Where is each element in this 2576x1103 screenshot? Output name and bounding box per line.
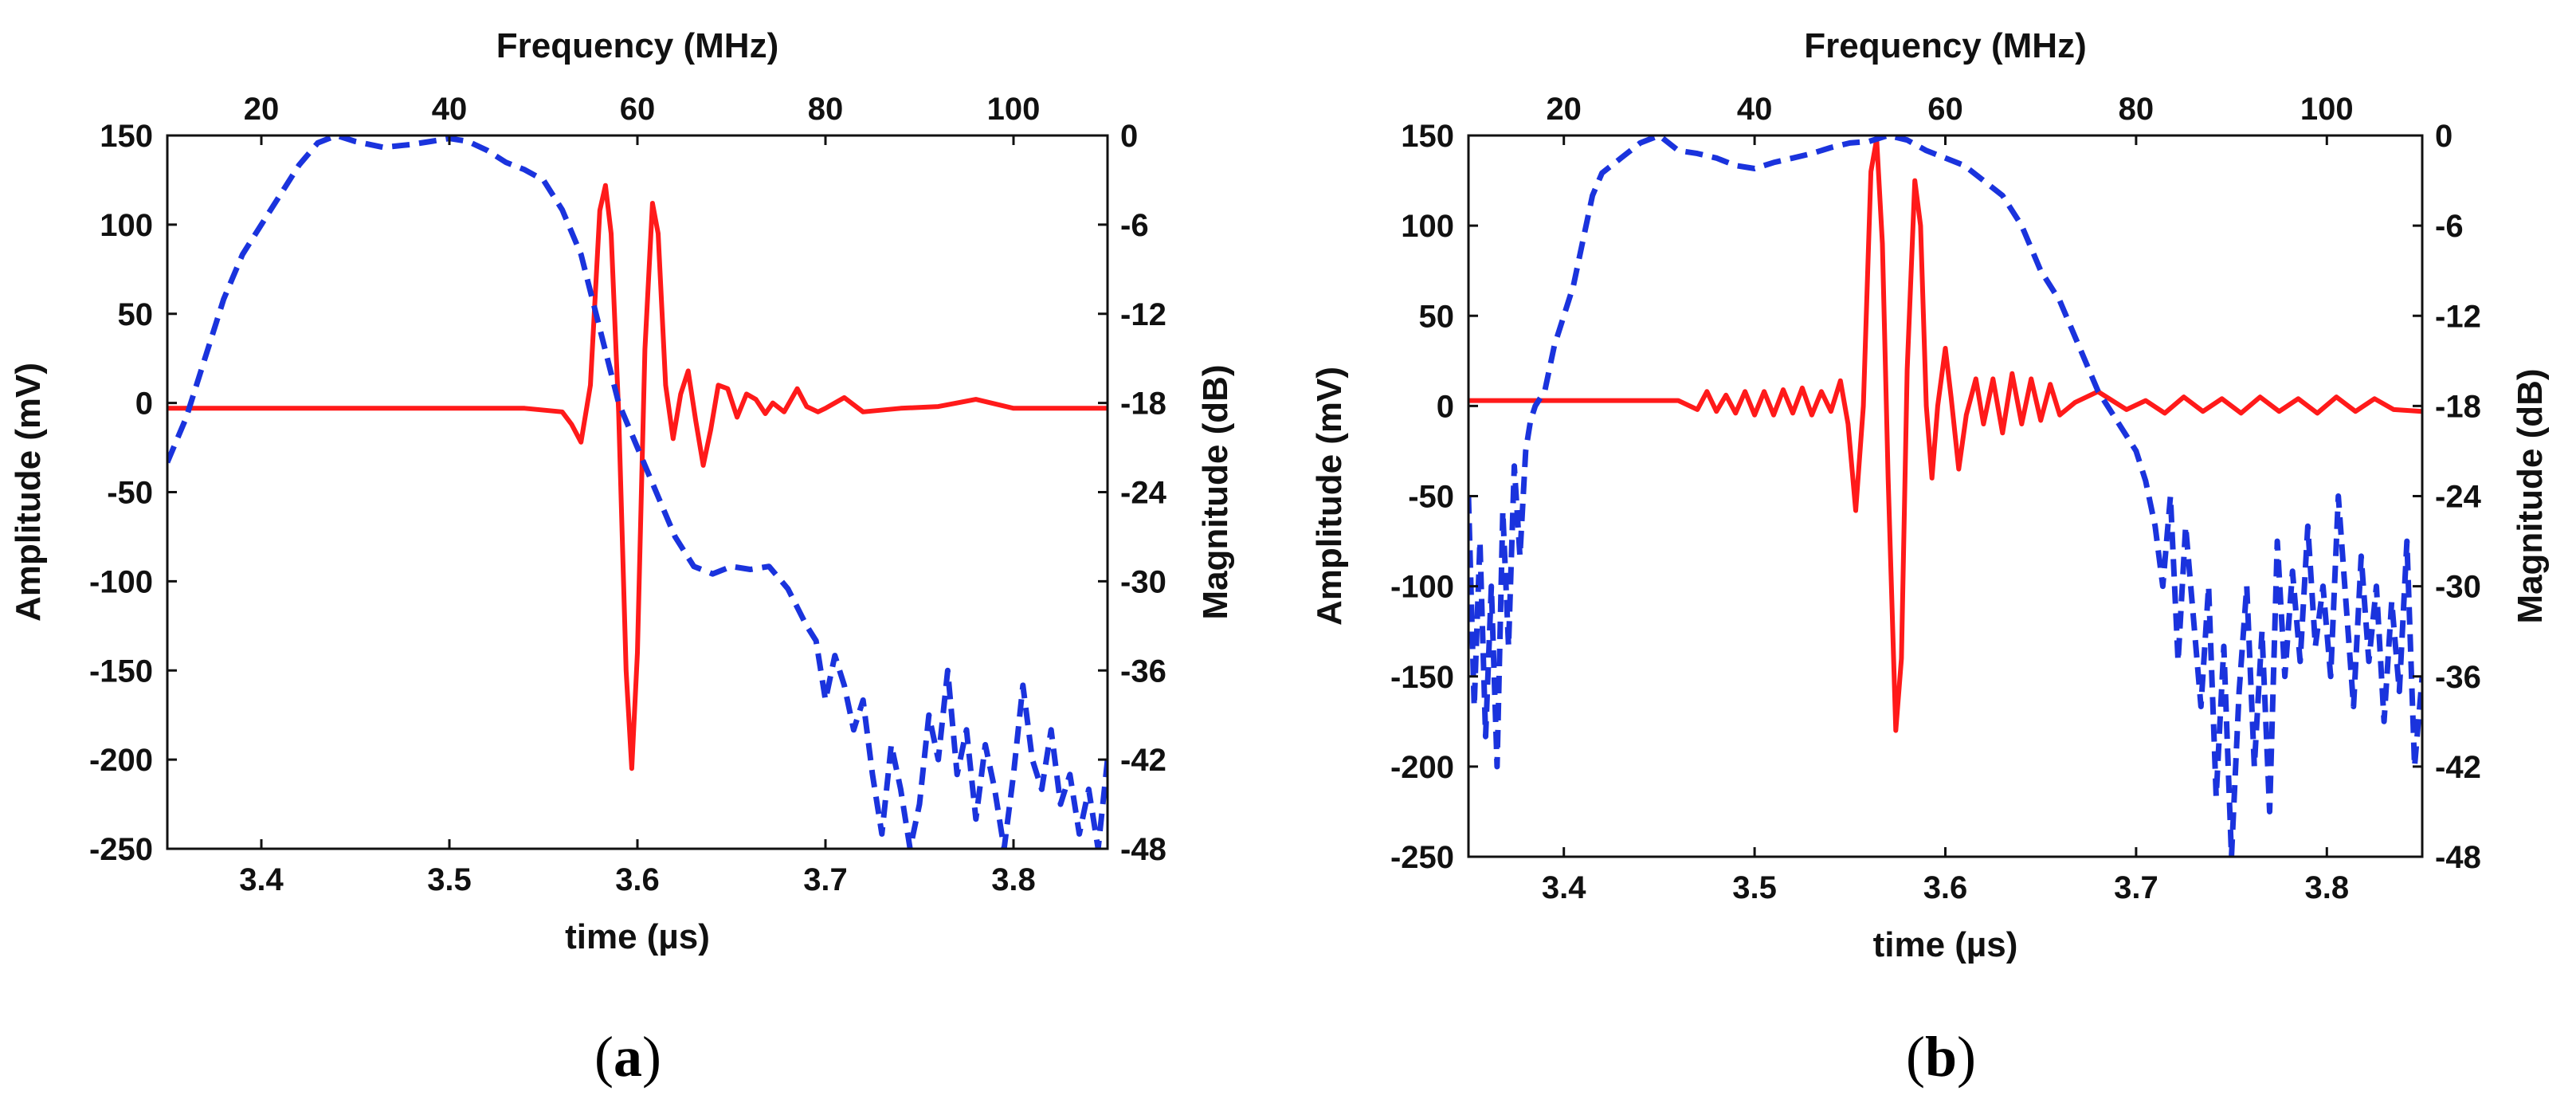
x2-axis-title: Frequency (MHz) xyxy=(496,26,778,65)
x2-tick-label: 60 xyxy=(1927,92,1963,127)
y2-tick-label: -42 xyxy=(2435,750,2481,785)
x2-tick-label: 60 xyxy=(620,92,656,127)
x-tick-label: 3.5 xyxy=(427,862,472,897)
y2-axis-title: Magnitude (dB) xyxy=(1196,364,1235,619)
y2-tick-label: -24 xyxy=(2435,480,2482,515)
y-tick-label: -100 xyxy=(1390,570,1454,605)
y2-tick-label: -42 xyxy=(1120,743,1166,778)
y2-tick-label: 0 xyxy=(2435,119,2452,154)
x-tick-label: 3.4 xyxy=(239,862,284,897)
y2-tick-label: -6 xyxy=(2435,209,2464,244)
x2-axis-title: Frequency (MHz) xyxy=(1804,26,2086,65)
time-signal-line xyxy=(1468,136,2422,733)
caption-a: (a) xyxy=(594,1025,661,1089)
y-tick-label: -200 xyxy=(1390,750,1454,785)
x2-tick-label: 80 xyxy=(2119,92,2155,127)
y-tick-label: 0 xyxy=(135,387,153,422)
y2-tick-label: -6 xyxy=(1120,208,1149,243)
x2-tick-label: 40 xyxy=(432,92,468,127)
x-tick-label: 3.8 xyxy=(991,862,1036,897)
y2-tick-label: -18 xyxy=(1120,387,1166,422)
y-tick-label: 50 xyxy=(118,297,154,332)
y2-tick-label: -36 xyxy=(1120,654,1166,689)
y-tick-label: 100 xyxy=(1401,209,1454,244)
y2-tick-label: -12 xyxy=(2435,299,2481,334)
time-signal-line xyxy=(167,183,1108,771)
x2-tick-label: 20 xyxy=(244,92,280,127)
y2-tick-label: -48 xyxy=(1120,832,1166,867)
x2-tick-label: 20 xyxy=(1546,92,1582,127)
x2-tick-label: 100 xyxy=(987,92,1041,127)
x-tick-label: 3.4 xyxy=(1542,870,1586,905)
y2-tick-label: -24 xyxy=(1120,476,1167,511)
y-tick-label: 0 xyxy=(1437,389,1454,424)
x-tick-label: 3.7 xyxy=(803,862,848,897)
y2-axis-title: Magnitude (dB) xyxy=(2511,368,2550,623)
y-axis-title: Amplitude (mV) xyxy=(1310,367,1349,626)
plot-frame xyxy=(1467,134,2424,858)
x-tick-label: 3.7 xyxy=(2114,870,2158,905)
x-axis-title: time (µs) xyxy=(1873,925,2018,964)
y-tick-label: -150 xyxy=(1390,660,1454,695)
y2-tick-label: -48 xyxy=(2435,840,2481,875)
y-tick-label: 50 xyxy=(1419,299,1455,334)
y2-tick-label: -30 xyxy=(2435,570,2481,605)
x-tick-label: 3.8 xyxy=(2304,870,2349,905)
y-tick-label: -50 xyxy=(107,476,153,511)
y-tick-label: 100 xyxy=(100,208,153,243)
y-tick-label: -250 xyxy=(1390,840,1454,875)
x2-tick-label: 100 xyxy=(2300,92,2354,127)
y2-tick-label: -18 xyxy=(2435,389,2481,424)
x-tick-label: 3.6 xyxy=(615,862,660,897)
y2-tick-label: -30 xyxy=(1120,564,1166,599)
panel-b: 3.4 3.5 3.6 3.7 3.8 20 40 60 80 100 150 100 50 0 -50 -1… xyxy=(1310,26,2550,964)
y-axis-title: Amplitude (mV) xyxy=(9,363,48,622)
panel-a: 3.4 3.5 3.6 3.7 3.8 20 40 60 80 100 150 100 50 0 -50 -1… xyxy=(9,26,1235,956)
x2-tick-label: 80 xyxy=(808,92,844,127)
y-tick-label: -100 xyxy=(89,564,153,599)
spectrum-line xyxy=(167,135,1108,849)
y-tick-label: -200 xyxy=(89,743,153,778)
y-tick-label: 150 xyxy=(100,119,153,154)
y-tick-label: -150 xyxy=(89,654,153,689)
x-tick-label: 3.5 xyxy=(1732,870,1777,905)
y2-tick-label: -12 xyxy=(1120,297,1166,332)
y2-tick-label: -36 xyxy=(2435,660,2481,695)
spectrum-line xyxy=(1468,135,2422,857)
x-tick-label: 3.6 xyxy=(1923,870,1968,905)
x-axis-title: time (µs) xyxy=(565,917,710,956)
y-tick-label: -50 xyxy=(1408,480,1454,515)
y-tick-label: 150 xyxy=(1401,119,1454,154)
y2-tick-label: 0 xyxy=(1120,119,1138,154)
x2-tick-label: 40 xyxy=(1737,92,1773,127)
caption-b: (b) xyxy=(1906,1025,1976,1089)
y-tick-label: -250 xyxy=(89,832,153,867)
